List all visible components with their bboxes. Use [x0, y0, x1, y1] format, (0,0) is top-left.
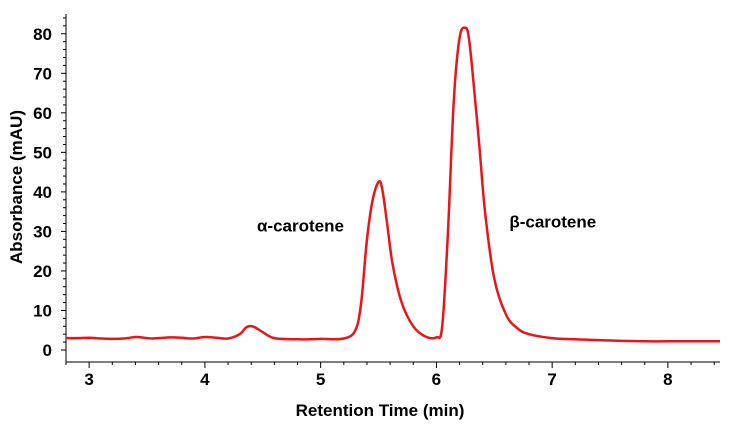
y-tick-label: 50 — [33, 143, 52, 162]
absorbance-trace — [65, 26, 720, 343]
y-tick-label: 80 — [33, 25, 52, 44]
plot-frame — [65, 14, 720, 363]
x-tick-label: 8 — [663, 370, 672, 389]
x-axis-title: Retention Time (min) — [296, 401, 465, 420]
y-tick-label: 10 — [33, 301, 52, 320]
x-tick-label: 5 — [316, 370, 325, 389]
y-tick-label: 60 — [33, 104, 52, 123]
annotations: α-carotene β-carotene — [257, 212, 596, 235]
y-tick-label: 20 — [33, 262, 52, 281]
y-tick-label: 0 — [43, 341, 52, 360]
x-tick-label: 3 — [84, 370, 93, 389]
x-tick-label: 7 — [547, 370, 556, 389]
alpha-carotene-label: α-carotene — [257, 216, 344, 235]
axis-ticks: 0 10 20 30 40 50 60 70 80 3 4 5 6 7 8 — [33, 17, 715, 389]
x-tick-label: 4 — [200, 370, 210, 389]
y-tick-label: 30 — [33, 222, 52, 241]
x-tick-label: 6 — [432, 370, 441, 389]
y-tick-label: 40 — [33, 183, 52, 202]
beta-carotene-label: β-carotene — [509, 212, 596, 231]
y-tick-label: 70 — [33, 64, 52, 83]
data-trace — [65, 26, 720, 343]
y-axis-title: Absorbance (mAU) — [7, 110, 26, 264]
